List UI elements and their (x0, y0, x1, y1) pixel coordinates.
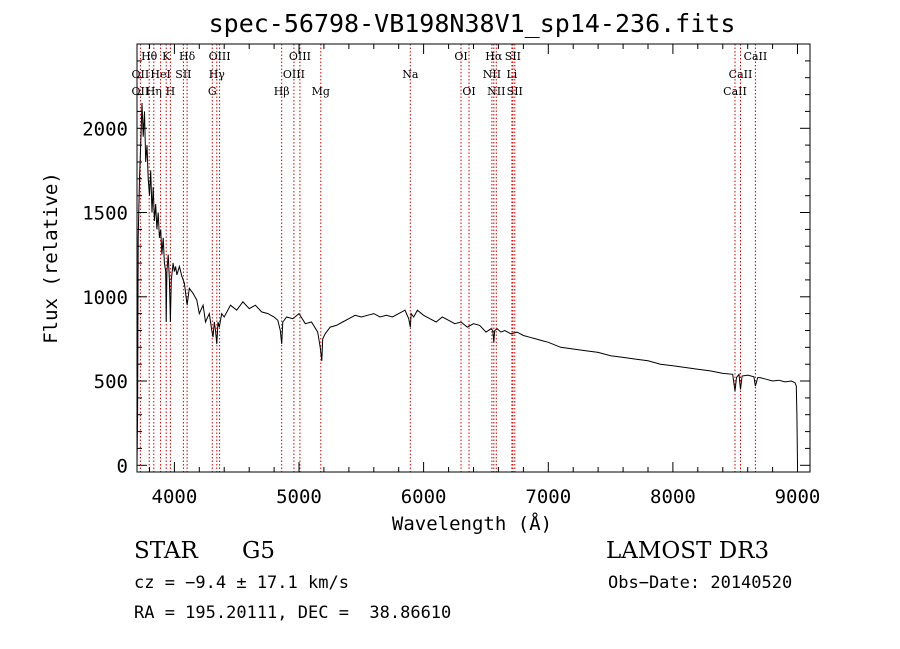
line-label: CaII (729, 68, 753, 81)
line-label: H (166, 85, 176, 98)
line-label: CaII (744, 50, 768, 63)
line-label: HeI (150, 68, 170, 81)
line-label: Na (402, 68, 419, 81)
line-label: OIII (289, 50, 311, 63)
x-tick-label: 6000 (401, 486, 447, 508)
object-subclass: G5 (242, 538, 276, 564)
line-label: Mg (312, 85, 330, 98)
line-label: Hθ (141, 50, 158, 63)
line-label: NII (483, 68, 501, 81)
survey-name: LAMOST DR3 (606, 538, 770, 564)
line-label: SII (505, 50, 521, 63)
y-tick-label: 0 (117, 455, 128, 477)
line-label: Hα (485, 50, 503, 63)
line-label: Hδ (179, 50, 196, 63)
line-label: OIII (209, 50, 231, 63)
line-label: OII (132, 85, 150, 98)
x-tick-label: 5000 (276, 486, 322, 508)
line-label: Hβ (274, 85, 290, 98)
line-label: Li (506, 68, 517, 81)
chart-title: spec-56798-VB198N38V1_sp14-236.fits (209, 9, 736, 38)
x-tick-label: 4000 (152, 486, 198, 508)
coordinates: RA = 195.20111, DEC = 38.86610 (134, 603, 452, 623)
line-label: OII (132, 68, 150, 81)
y-axis-ticks: 0 500 1000 1500 2000 (82, 60, 810, 477)
y-tick-label: 1000 (82, 287, 128, 309)
y-tick-label: 1500 (82, 203, 128, 225)
redshift-velocity: cz = −9.4 ± 17.1 km/s (134, 573, 349, 593)
line-label: CaII (723, 85, 747, 98)
line-label: K (162, 50, 171, 63)
spectrum-line (136, 102, 798, 466)
line-label: OI (462, 85, 475, 98)
x-axis-ticks: 4000 5000 6000 7000 8000 9000 (149, 44, 821, 508)
y-axis-label: Flux (relative) (40, 172, 62, 344)
x-tick-label: 7000 (525, 486, 571, 508)
line-label: OI (454, 50, 467, 63)
x-axis-label: Wavelength (Å) (392, 512, 552, 535)
line-label: OIII (283, 68, 305, 81)
line-label: NII (487, 85, 505, 98)
y-tick-label: 500 (94, 371, 128, 393)
object-class: STAR (134, 538, 198, 564)
line-label: Hη (146, 85, 162, 98)
emission-line-labels: OII OII Hθ Hη HeI K H SII Hδ OIII Hγ G Hβ OIII OIII Mg N… (132, 50, 768, 98)
observation-date: Obs−Date: 20140520 (608, 573, 793, 593)
x-tick-label: 9000 (775, 486, 821, 508)
plot-frame (136, 43, 811, 473)
line-label: Hγ (209, 68, 226, 81)
line-label: G (208, 85, 217, 98)
emission-line-markers (139, 44, 756, 472)
y-tick-label: 2000 (82, 118, 128, 140)
x-tick-label: 8000 (650, 486, 696, 508)
line-label: SII (175, 68, 191, 81)
line-label: SII (507, 85, 523, 98)
